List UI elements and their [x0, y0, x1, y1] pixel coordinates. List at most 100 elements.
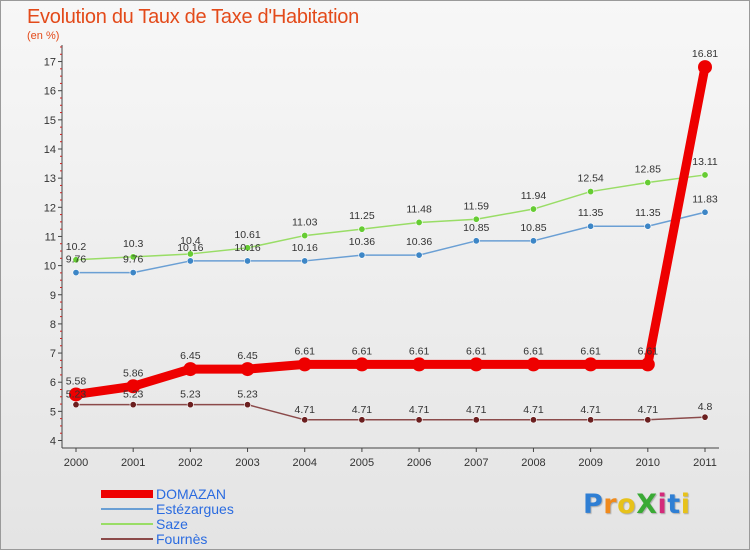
y-tick-label: 9 — [50, 290, 56, 302]
data-point-domazan — [297, 357, 312, 372]
y-tick-label: 16 — [44, 86, 56, 98]
x-tick-label: 2004 — [292, 457, 316, 469]
data-point-fournes — [244, 401, 252, 409]
data-label-estezargues: 11.35 — [635, 207, 661, 219]
data-point-saze — [186, 250, 194, 258]
data-point-estezargues — [301, 257, 309, 265]
data-point-fournes — [644, 416, 652, 424]
data-label-saze: 10.4 — [180, 235, 201, 247]
data-point-saze — [472, 215, 480, 223]
y-tick-label: 6 — [50, 377, 56, 389]
data-point-fournes — [587, 416, 595, 424]
proxiti-logo: ProXiti — [583, 489, 691, 520]
data-point-saze — [529, 205, 537, 213]
data-label-domazan: 5.86 — [123, 367, 144, 379]
data-point-fournes — [529, 416, 537, 424]
data-label-saze: 11.25 — [349, 210, 375, 222]
data-label-estezargues: 10.16 — [177, 242, 203, 254]
data-label-saze: 12.54 — [577, 173, 603, 185]
data-point-domazan — [354, 357, 369, 372]
data-point-estezargues — [701, 208, 709, 216]
x-tick-label: 2002 — [178, 457, 202, 469]
data-label-fournes: 4.71 — [580, 404, 601, 416]
data-point-estezargues — [644, 222, 652, 230]
data-label-fournes: 4.71 — [409, 404, 430, 416]
data-label-domazan: 6.61 — [638, 345, 659, 357]
data-label-estezargues: 10.36 — [406, 236, 432, 248]
data-point-domazan — [583, 357, 598, 372]
y-tick-label: 8 — [50, 319, 56, 331]
series-line-domazan — [71, 62, 710, 399]
data-label-fournes: 5.23 — [237, 389, 258, 401]
data-point-domazan — [126, 379, 141, 394]
data-point-saze — [701, 171, 709, 179]
data-point-domazan — [69, 387, 83, 402]
legend-label: DOMAZAN — [156, 486, 226, 502]
data-label-saze: 10.2 — [66, 241, 87, 253]
data-label-estezargues: 11.83 — [692, 193, 718, 205]
y-tick-label: 4 — [50, 436, 56, 448]
data-label-fournes: 5.23 — [123, 389, 144, 401]
data-label-fournes: 4.71 — [466, 404, 487, 416]
data-point-estezargues — [186, 257, 194, 265]
legend-swatch — [101, 490, 153, 498]
data-label-fournes: 4.71 — [523, 404, 544, 416]
data-label-saze: 10.3 — [123, 238, 144, 250]
data-label-domazan: 16.81 — [692, 48, 718, 60]
data-point-domazan — [698, 60, 712, 75]
data-point-fournes — [129, 401, 137, 409]
data-point-saze — [415, 218, 423, 226]
y-tick-label: 12 — [44, 202, 56, 214]
series-line-fournes — [75, 403, 706, 421]
data-label-estezargues: 10.16 — [292, 242, 318, 254]
data-label-domazan: 6.45 — [237, 350, 258, 362]
data-label-fournes: 4.8 — [698, 401, 713, 413]
chart-title: Evolution du Taux de Taxe d'Habitation — [27, 6, 359, 28]
data-point-domazan — [526, 357, 541, 372]
data-point-estezargues — [72, 269, 80, 277]
data-point-estezargues — [415, 251, 423, 259]
x-tick-label: 2010 — [636, 457, 660, 469]
series-line-estezargues — [75, 211, 706, 274]
y-tick-label: 13 — [44, 173, 56, 185]
data-point-fournes — [472, 416, 480, 424]
data-label-domazan: 6.61 — [580, 345, 601, 357]
data-point-saze — [301, 232, 309, 240]
y-tick-label: 7 — [50, 348, 56, 360]
data-point-domazan — [640, 357, 655, 372]
data-label-fournes: 4.71 — [352, 404, 373, 416]
data-label-saze: 11.03 — [292, 217, 318, 229]
data-label-fournes: 4.71 — [295, 404, 316, 416]
data-point-saze — [244, 244, 252, 252]
data-point-estezargues — [587, 222, 595, 230]
data-point-saze — [358, 225, 366, 233]
legend-swatch — [101, 523, 153, 525]
x-tick-label: 2011 — [693, 457, 717, 469]
data-label-domazan: 6.61 — [295, 345, 316, 357]
x-tick-label: 2003 — [235, 457, 259, 469]
data-point-estezargues — [358, 251, 366, 259]
data-point-domazan — [183, 362, 198, 377]
data-label-domazan: 6.45 — [180, 350, 201, 362]
y-tick-label: 5 — [50, 406, 56, 418]
legend-swatch — [101, 538, 153, 540]
legend-label: Fournès — [156, 531, 208, 547]
data-label-estezargues: 10.85 — [520, 222, 546, 234]
data-point-saze — [129, 253, 137, 261]
data-point-saze — [644, 179, 652, 187]
data-label-estezargues: 10.36 — [349, 236, 375, 248]
data-label-saze: 10.61 — [234, 229, 260, 241]
data-label-saze: 11.48 — [406, 203, 432, 215]
legend-label: Saze — [156, 516, 188, 532]
x-tick-label: 2009 — [578, 457, 602, 469]
y-tick-label: 11 — [45, 231, 56, 243]
x-tick-label: 2000 — [64, 457, 88, 469]
data-point-fournes — [415, 416, 423, 424]
data-label-domazan: 6.61 — [523, 345, 544, 357]
x-tick-label: 2008 — [521, 457, 545, 469]
data-point-fournes — [358, 416, 366, 424]
data-label-estezargues: 9.76 — [123, 254, 144, 266]
data-point-saze — [72, 256, 80, 264]
data-point-fournes — [301, 416, 309, 424]
data-label-estezargues: 10.16 — [234, 242, 260, 254]
